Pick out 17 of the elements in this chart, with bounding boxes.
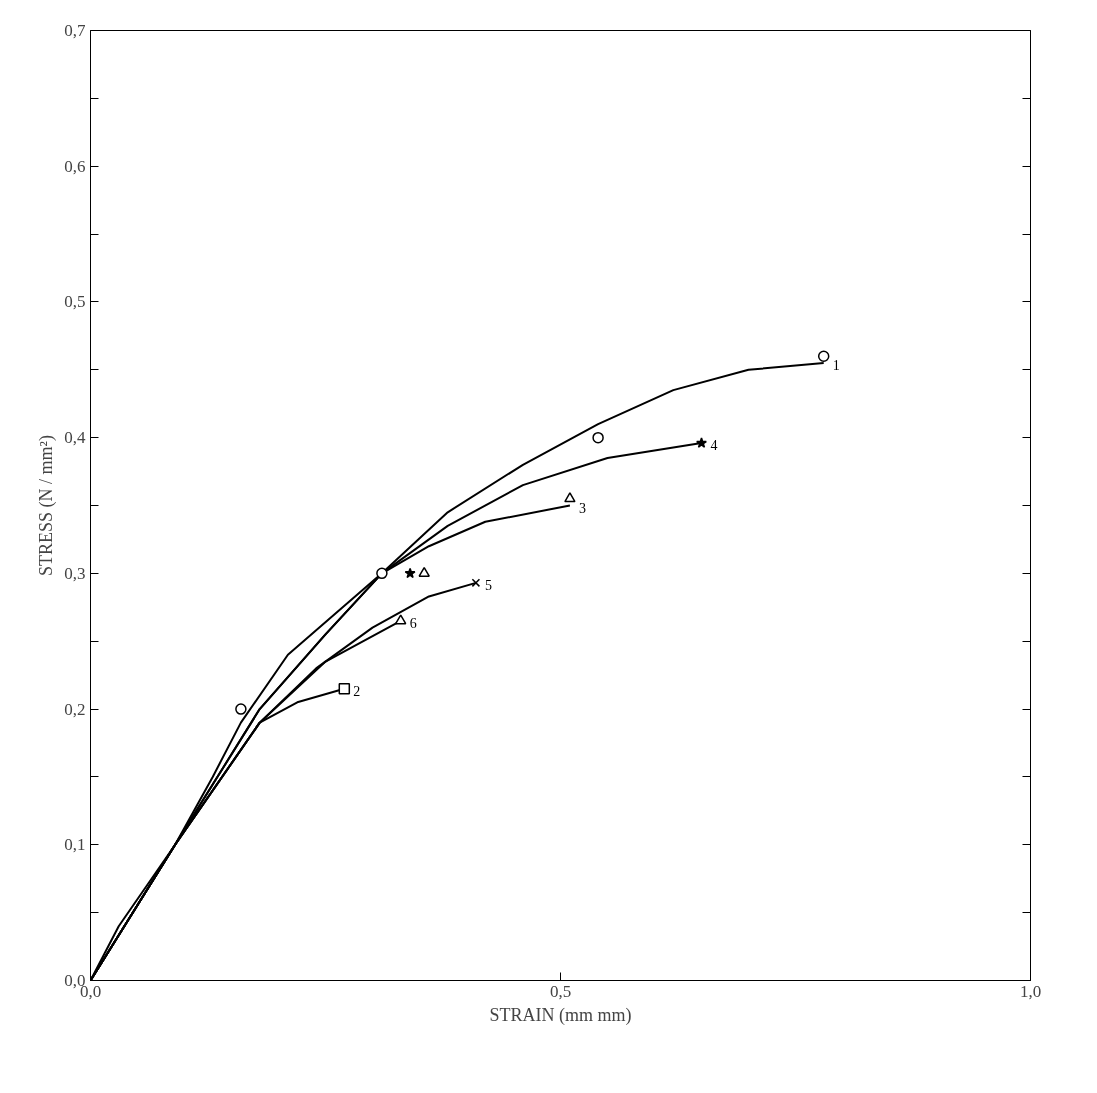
x-tick-label: 0,5 — [549, 981, 572, 1001]
series-label: 6 — [409, 615, 417, 631]
series-label: 1 — [832, 358, 840, 373]
series-label: 3 — [578, 500, 586, 516]
y-tick-label: 0,6 — [64, 156, 86, 176]
y-tick-label: 0,2 — [64, 699, 86, 719]
y-tick-label: 0,1 — [64, 835, 86, 855]
y-tick-label: 0,5 — [64, 292, 86, 312]
y-tick-label: 0,7 — [64, 21, 86, 40]
y-tick-label: 0,3 — [64, 563, 86, 583]
x-tick-label: 1,0 — [1019, 981, 1042, 1001]
series-label: 4 — [710, 438, 718, 454]
series-label: 2 — [353, 683, 361, 699]
series-label: 5 — [484, 577, 492, 593]
x-axis-title: STRAIN (mm mm) — [489, 1004, 632, 1026]
y-tick-label: 0,4 — [64, 428, 86, 448]
y-axis-title: STRESS (N / mm²) — [36, 435, 58, 576]
